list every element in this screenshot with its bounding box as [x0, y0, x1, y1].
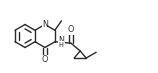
Text: H: H	[58, 42, 63, 48]
Text: N: N	[42, 20, 48, 29]
Text: N: N	[58, 36, 64, 45]
Text: O: O	[42, 55, 48, 64]
Text: O: O	[68, 25, 74, 34]
